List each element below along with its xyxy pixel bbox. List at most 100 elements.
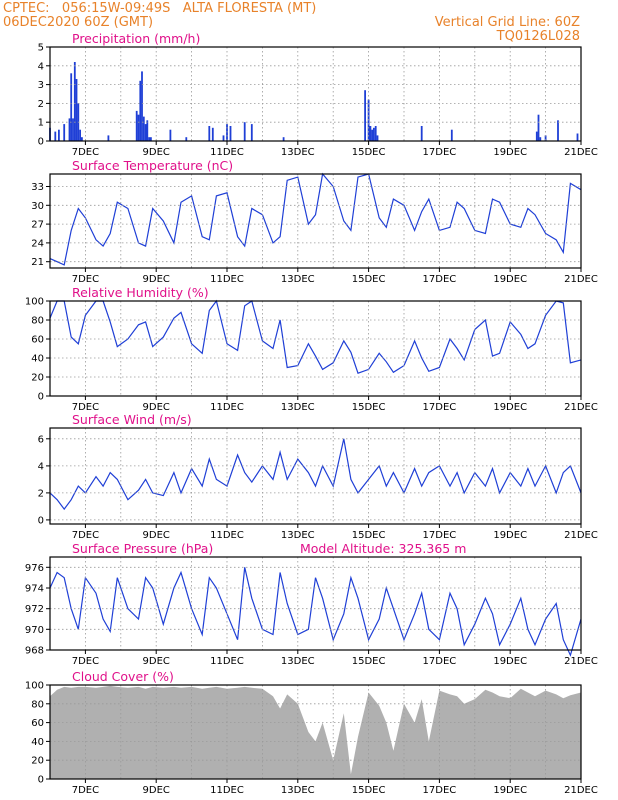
cloud-frame bbox=[49, 684, 582, 780]
precip-bar bbox=[420, 126, 423, 141]
humidity-line bbox=[49, 299, 582, 374]
humidity-xtick-label: 13DEC bbox=[281, 402, 315, 413]
pressure-xtick-label: 19DEC bbox=[493, 656, 527, 667]
wind-frame bbox=[49, 427, 582, 525]
humidity-xtick-label: 7DEC bbox=[72, 402, 99, 413]
precip-bar bbox=[148, 137, 150, 141]
wind-xtick-label: 13DEC bbox=[281, 530, 315, 541]
precip-bar bbox=[58, 129, 60, 141]
precip-bar bbox=[79, 129, 81, 141]
wind-line bbox=[49, 438, 582, 511]
precip-bar bbox=[75, 79, 78, 141]
wind-xtick-label: 17DEC bbox=[423, 530, 457, 541]
temperature-xtick-label: 15DEC bbox=[352, 274, 386, 285]
humidity-ytick-label: 0 bbox=[38, 392, 44, 403]
wind-xtick-label: 15DEC bbox=[352, 530, 386, 541]
pressure-frame bbox=[49, 556, 582, 651]
precip-bar bbox=[371, 129, 373, 141]
temperature-xtick-label: 21DEC bbox=[564, 274, 598, 285]
cloud-ytick-label: 40 bbox=[31, 737, 44, 748]
precip-bar bbox=[557, 120, 559, 141]
cloud-xtick-label: 11DEC bbox=[210, 785, 244, 796]
pressure-ytick-label: 970 bbox=[25, 625, 44, 636]
pressure-xtick-label: 21DEC bbox=[564, 656, 598, 667]
cloud-xtick-label: 17DEC bbox=[423, 785, 457, 796]
pressure-ytick-label: 974 bbox=[25, 584, 44, 595]
temperature-line bbox=[49, 172, 582, 266]
cloud-xtick-label: 13DEC bbox=[281, 785, 315, 796]
precip-bar bbox=[374, 126, 377, 141]
precip-bar bbox=[229, 126, 232, 141]
wind-xtick-label: 9DEC bbox=[143, 530, 170, 541]
precip-bar bbox=[535, 131, 538, 141]
panels-group: Precipitation (mm/h) 0 1 2 3 4 5 7DEC 9DEC 11DEC 1… bbox=[25, 31, 598, 796]
humidity-frame bbox=[49, 300, 582, 397]
precip-ytick-label: 5 bbox=[38, 43, 44, 54]
humidity-xtick-label: 9DEC bbox=[143, 402, 170, 413]
header-location: CPTEC: 056:15W-09:49S ALTA FLORESTA (MT) bbox=[3, 1, 316, 16]
precip-bar bbox=[169, 129, 172, 141]
temperature-panel: Surface Temperature (nC) 21 24 27 30 33 7DEC 9D… bbox=[31, 158, 598, 285]
precip-bar bbox=[373, 127, 375, 141]
cloud-ytick-label: 20 bbox=[31, 756, 44, 767]
pressure-ytick-label: 968 bbox=[25, 646, 44, 657]
precip-xtick-label: 11DEC bbox=[210, 147, 244, 158]
precip-bar bbox=[208, 126, 211, 141]
precip-bar bbox=[141, 71, 143, 141]
cloud-xtick-label: 7DEC bbox=[72, 785, 99, 796]
cloud-xtick-label: 9DEC bbox=[143, 785, 170, 796]
precip-bar bbox=[243, 122, 246, 141]
temperature-frame bbox=[49, 173, 582, 269]
temperature-ytick-label: 33 bbox=[31, 182, 44, 193]
temperature-xtick-label: 13DEC bbox=[281, 274, 315, 285]
precip-bar bbox=[72, 118, 74, 141]
wind-title: Surface Wind (m/s) bbox=[72, 412, 192, 427]
precip-bar bbox=[211, 127, 214, 141]
pressure-ytick-label: 972 bbox=[25, 604, 44, 615]
precip-bar bbox=[539, 137, 542, 141]
pressure-xtick-label: 9DEC bbox=[143, 656, 170, 667]
precip-bar bbox=[369, 126, 372, 141]
humidity-ytick-label: 40 bbox=[31, 354, 44, 365]
humidity-title: Relative Humidity (%) bbox=[72, 285, 209, 300]
precip-bar bbox=[576, 133, 579, 141]
cloud-xtick-label: 19DEC bbox=[493, 785, 527, 796]
temperature-xtick-label: 19DEC bbox=[493, 274, 527, 285]
wind-ytick-label: 4 bbox=[38, 461, 44, 472]
precip-bar bbox=[150, 137, 152, 141]
precip-bar bbox=[364, 90, 366, 141]
humidity-panel: Relative Humidity (%) 0 20 40 60 80 100 7DEC 9DE… bbox=[25, 285, 598, 413]
wind-xtick-label: 21DEC bbox=[564, 530, 598, 541]
wind-xtick-label: 19DEC bbox=[493, 530, 527, 541]
header-run-date: 06DEC2020 60Z (GMT) bbox=[3, 15, 153, 30]
cloud-ytick-label: 100 bbox=[25, 681, 44, 692]
temperature-xtick-label: 7DEC bbox=[72, 274, 99, 285]
pressure-xtick-label: 17DEC bbox=[423, 656, 457, 667]
temperature-xtick-label: 9DEC bbox=[143, 274, 170, 285]
precip-bar bbox=[107, 135, 110, 141]
precip-title: Precipitation (mm/h) bbox=[72, 31, 200, 46]
wind-panel: Surface Wind (m/s) 0 2 4 6 7DEC 9DEC 11DEC 13DEC… bbox=[38, 412, 598, 541]
precip-xtick-label: 7DEC bbox=[72, 147, 99, 158]
wind-ytick-label: 6 bbox=[38, 434, 44, 445]
humidity-xtick-label: 17DEC bbox=[423, 402, 457, 413]
pressure-xtick-label: 11DEC bbox=[210, 656, 244, 667]
precip-ytick-label: 0 bbox=[38, 137, 44, 148]
precip-xtick-label: 9DEC bbox=[143, 147, 170, 158]
header-grid-line: Vertical Grid Line: 60Z bbox=[435, 15, 580, 30]
precip-bar bbox=[282, 137, 285, 141]
wind-xtick-label: 7DEC bbox=[72, 530, 99, 541]
humidity-ytick-label: 80 bbox=[31, 316, 44, 327]
precip-xtick-label: 15DEC bbox=[352, 147, 386, 158]
precip-bar bbox=[250, 124, 253, 141]
precip-bar bbox=[544, 135, 547, 141]
precip-bar bbox=[54, 131, 57, 141]
precip-xtick-label: 21DEC bbox=[564, 147, 598, 158]
precip-bar bbox=[139, 80, 142, 141]
precip-bar bbox=[144, 124, 147, 141]
precip-ytick-label: 1 bbox=[38, 118, 44, 129]
precip-frame bbox=[49, 46, 582, 142]
cloud-xtick-label: 21DEC bbox=[564, 785, 598, 796]
precip-bar bbox=[185, 137, 188, 141]
